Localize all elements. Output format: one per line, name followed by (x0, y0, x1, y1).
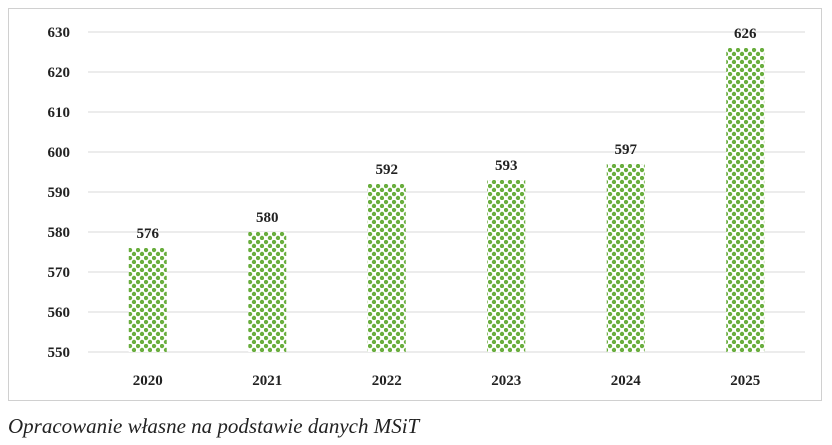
x-tick-label: 2021 (252, 373, 282, 389)
y-tick-label: 580 (48, 225, 71, 241)
data-label: 626 (734, 26, 757, 42)
bar-2020 (128, 248, 167, 352)
source-caption: Opracowanie własne na podstawie danych M… (8, 414, 420, 438)
y-tick-label: 590 (48, 185, 71, 201)
bar-chart: 550 560 570 580 590 600 610 620 630 576 2020 580 20… (8, 8, 822, 401)
x-tick-label: 2024 (611, 373, 642, 389)
y-tick-label: 550 (48, 345, 71, 361)
data-label: 580 (256, 210, 279, 226)
y-tick-label: 620 (48, 65, 71, 81)
data-label: 592 (376, 162, 399, 178)
bar-2022 (367, 184, 406, 352)
data-label: 576 (137, 226, 160, 242)
x-tick-label: 2025 (730, 373, 760, 389)
data-label: 593 (495, 158, 518, 174)
x-tick-label: 2022 (372, 373, 402, 389)
y-tick-label: 600 (48, 145, 71, 161)
bar-2023 (487, 180, 526, 352)
y-tick-label: 630 (48, 25, 71, 41)
y-tick-label: 610 (48, 105, 71, 121)
bar-2025 (726, 48, 765, 352)
x-tick-label: 2023 (491, 373, 521, 389)
bar-2021 (248, 232, 287, 352)
bar-2024 (606, 164, 645, 352)
y-tick-label: 570 (48, 265, 71, 281)
data-label: 597 (615, 142, 638, 158)
x-tick-label: 2020 (133, 373, 163, 389)
y-tick-label: 560 (48, 305, 71, 321)
